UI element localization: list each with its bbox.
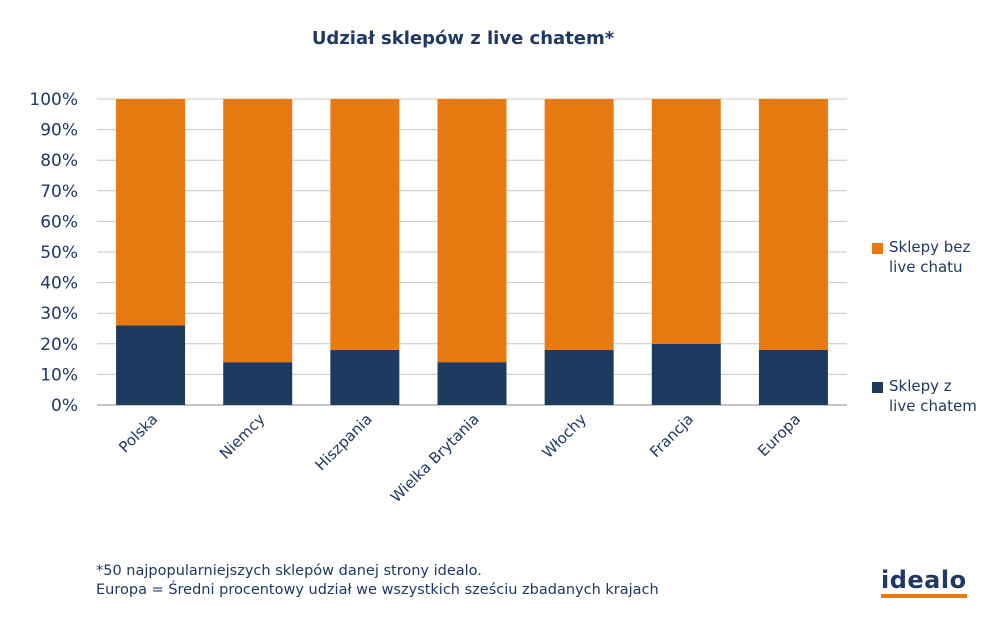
footnote-line-1: *50 najpopularniejszych sklepów danej st…	[96, 563, 482, 579]
x-tick-label: Polska	[115, 410, 161, 456]
bar-segment-without-chat	[437, 99, 507, 363]
legend-label-with-chat-line1: Sklepy z	[889, 377, 952, 395]
bar-segment-with-chat	[651, 343, 721, 405]
x-tick-label: Francja	[646, 410, 697, 461]
bar-segment-with-chat	[330, 349, 400, 405]
bar-segment-with-chat	[116, 325, 186, 405]
y-tick-label: 10%	[40, 365, 78, 385]
y-tick-label: 50%	[40, 243, 78, 263]
bar-segment-with-chat	[437, 362, 507, 405]
y-tick-label: 70%	[40, 182, 78, 202]
bar-segment-without-chat	[651, 99, 721, 344]
legend-label-without-chat-line1: Sklepy bez	[889, 238, 971, 256]
y-tick-label: 80%	[40, 151, 78, 171]
y-tick-label: 20%	[40, 335, 78, 355]
legend-label-without-chat-line2: live chatu	[889, 258, 963, 276]
legend-item-with-chat: Sklepy z live chatem	[872, 376, 992, 416]
x-tick-label: Niemcy	[216, 410, 269, 463]
legend-swatch-with-chat	[872, 382, 883, 393]
footnote-line-2: Europa = Średni procentowy udział we wsz…	[96, 582, 659, 598]
x-tick-label: Wielka Brytania	[387, 410, 483, 506]
y-tick-label: 0%	[51, 396, 78, 416]
legend-swatch-without-chat	[872, 243, 883, 254]
idealo-logo: idealo	[881, 567, 967, 598]
logo-underline	[881, 594, 967, 598]
legend-label-with-chat-line2: live chatem	[889, 397, 977, 415]
y-tick-label: 30%	[40, 304, 78, 324]
x-tick-label: Włochy	[538, 410, 590, 462]
y-tick-label: 90%	[40, 121, 78, 141]
y-tick-label: 40%	[40, 274, 78, 294]
bar-segment-without-chat	[330, 99, 400, 350]
bar-segment-with-chat	[758, 349, 828, 405]
bar-segment-without-chat	[758, 99, 828, 350]
x-tick-label: Europa	[754, 410, 804, 460]
bar-segment-with-chat	[544, 349, 614, 405]
bar-segment-without-chat	[223, 99, 293, 363]
y-tick-label: 60%	[40, 212, 78, 232]
chart-title: Udział sklepów z live chatem*	[311, 28, 615, 49]
footnote: *50 najpopularniejszych sklepów danej st…	[96, 562, 659, 600]
legend-item-without-chat: Sklepy bez live chatu	[872, 237, 992, 277]
bar-segment-without-chat	[544, 99, 614, 350]
x-tick-label: Hiszpania	[312, 410, 376, 474]
bar-segment-without-chat	[116, 99, 186, 326]
y-tick-label: 100%	[29, 90, 78, 110]
bar-segment-with-chat	[223, 362, 293, 405]
logo-text: idealo	[881, 566, 967, 594]
